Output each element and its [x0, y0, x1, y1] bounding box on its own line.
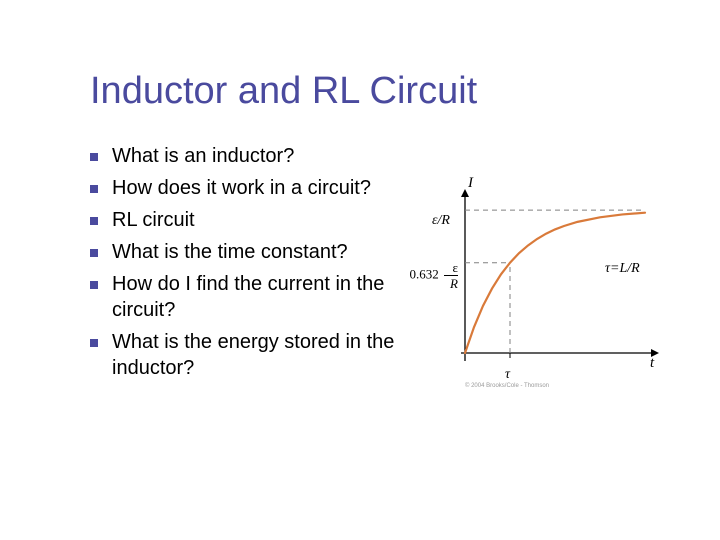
bullet-icon: [90, 339, 98, 347]
slide: Inductor and RL Circuit What is an induc…: [0, 0, 720, 433]
list-item: What is an inductor?: [90, 143, 400, 169]
x-tau-tick-label: τ: [505, 367, 510, 383]
bullet-list: What is an inductor? How does it work in…: [90, 143, 400, 387]
y-mid-denominator: R: [444, 277, 458, 290]
list-item: What is the time constant?: [90, 239, 400, 265]
tau-equation: τ=L/R: [605, 261, 640, 277]
list-item: RL circuit: [90, 207, 400, 233]
x-axis-label: t: [650, 355, 654, 372]
bullet-icon: [90, 281, 98, 289]
list-item: How do I find the current in the circuit…: [90, 271, 400, 323]
bullet-icon: [90, 185, 98, 193]
bullet-text: How do I find the current in the circuit…: [112, 271, 400, 323]
bullet-text: RL circuit: [112, 207, 195, 233]
bullet-icon: [90, 153, 98, 161]
y-mid-tick-label: 0.632 ε R: [408, 261, 458, 290]
y-top-tick-label: ε/R: [432, 213, 450, 229]
bullet-text: How does it work in a circuit?: [112, 175, 371, 201]
list-item: How does it work in a circuit?: [90, 175, 400, 201]
bullet-text: What is the energy stored in the inducto…: [112, 329, 400, 381]
y-axis-label: I: [468, 175, 473, 192]
y-mid-numerator: ε: [444, 261, 458, 274]
list-item: What is the energy stored in the inducto…: [90, 329, 400, 381]
copyright-text: © 2004 Brooks/Cole - Thomson: [465, 383, 549, 389]
content-row: What is an inductor? How does it work in…: [90, 143, 670, 393]
slide-title: Inductor and RL Circuit: [90, 70, 670, 113]
bullet-icon: [90, 217, 98, 225]
y-mid-prefix: 0.632: [410, 266, 439, 281]
bullet-text: What is an inductor?: [112, 143, 294, 169]
bullet-icon: [90, 249, 98, 257]
rl-charging-chart: I ε/R 0.632 ε R τ=L/R t τ © 2004 Brooks/…: [410, 183, 670, 393]
bullet-text: What is the time constant?: [112, 239, 348, 265]
